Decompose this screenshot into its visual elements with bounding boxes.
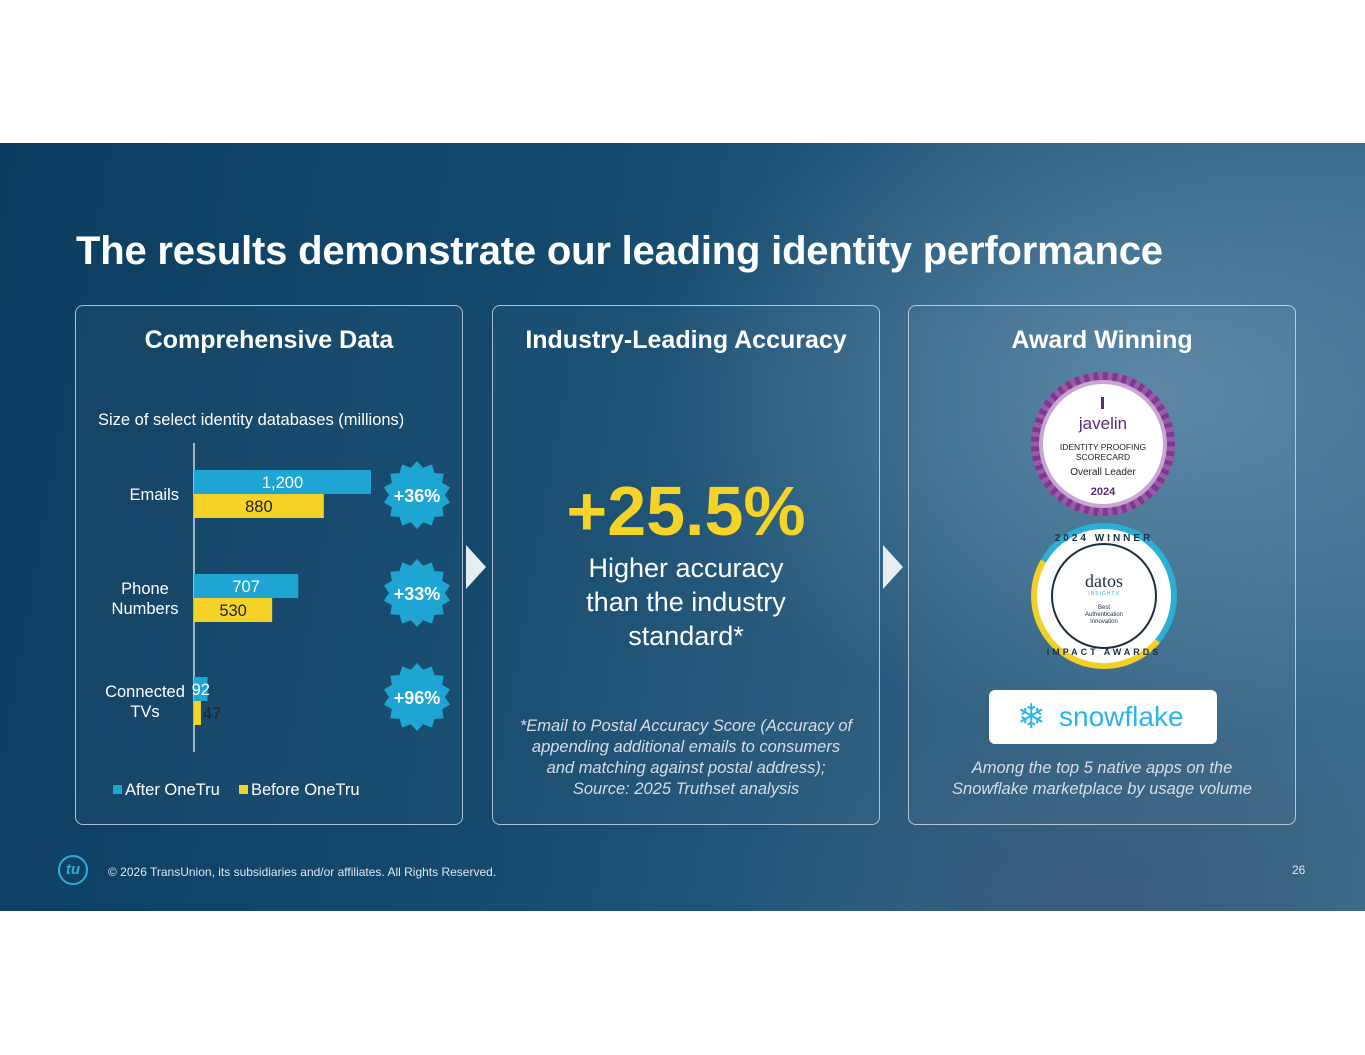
javelin-year: 2024 bbox=[1090, 486, 1116, 498]
datos-caption-line: Innovation bbox=[1090, 619, 1118, 625]
card-title-award: Award Winning bbox=[1011, 326, 1193, 354]
data-label: 707 bbox=[232, 578, 260, 596]
accuracy-footnote: *Email to Postal Accuracy Score (Accurac… bbox=[493, 716, 879, 800]
legend-label: After OneTru bbox=[125, 781, 220, 799]
accuracy-description-line: Higher accuracy bbox=[588, 553, 784, 583]
datos-caption-line: Authentication bbox=[1084, 612, 1124, 618]
category-label: Phone bbox=[121, 580, 169, 598]
award-caption: Among the top 5 native apps on the Snowf… bbox=[909, 758, 1295, 800]
datos-caption-line: Best bbox=[1097, 605, 1110, 611]
card-comprehensive-data: Comprehensive Data Size of select identi… bbox=[75, 305, 463, 825]
card-title-accuracy: Industry-Leading Accuracy bbox=[525, 326, 847, 354]
accuracy-figure: +25.5% bbox=[566, 472, 806, 550]
javelin-mark-icon bbox=[1101, 397, 1109, 409]
growth-badge-icon bbox=[383, 663, 451, 731]
legend-label: Before OneTru bbox=[251, 781, 360, 799]
footnote-line: *Email to Postal Accuracy Score (Accurac… bbox=[519, 717, 853, 735]
datos-top-text: 2024 WINNER bbox=[1054, 533, 1154, 544]
javelin-overall-leader: Overall Leader bbox=[1070, 467, 1136, 478]
growth-annotation: +36% bbox=[394, 486, 441, 506]
arrow-right-icon bbox=[883, 545, 903, 589]
bar-before bbox=[194, 598, 273, 622]
javelin-scorecard-text: IDENTITY PROOFING SCORECARD bbox=[1043, 442, 1163, 462]
datos-caption: Best Authentication Innovation bbox=[1037, 605, 1171, 626]
javelin-badge-icon: javelin IDENTITY PROOFING SCORECARD Over… bbox=[1031, 372, 1175, 516]
card-title-data: Comprehensive Data bbox=[144, 326, 394, 354]
javelin-brand: javelin bbox=[1078, 414, 1128, 433]
data-label: 47 bbox=[203, 705, 221, 723]
growth-badge-icon bbox=[383, 461, 451, 529]
footnote-line: appending additional emails to consumers bbox=[531, 738, 841, 756]
category-label: Connected bbox=[105, 683, 185, 701]
data-label: 880 bbox=[245, 498, 273, 516]
slide: The results demonstrate our leading iden… bbox=[0, 143, 1365, 911]
growth-annotation: +96% bbox=[394, 688, 441, 708]
bar-before bbox=[194, 701, 201, 725]
growth-badge-icon bbox=[383, 559, 451, 627]
arrow-right-icon bbox=[466, 545, 486, 589]
footnote-line: Source: 2025 Truthset analysis bbox=[572, 780, 800, 798]
bar-after bbox=[194, 574, 299, 598]
page-number: 26 bbox=[1292, 863, 1306, 877]
category-label: Numbers bbox=[112, 600, 179, 618]
data-label: 530 bbox=[219, 602, 247, 620]
datos-brand: datos bbox=[1085, 571, 1123, 591]
legend-swatch bbox=[113, 785, 122, 794]
snowflake-logo: ❄ snowflake bbox=[989, 690, 1217, 744]
growth-annotation: +33% bbox=[394, 584, 441, 604]
accuracy-description: Higher accuracy than the industry standa… bbox=[493, 551, 879, 653]
bar-before bbox=[194, 494, 324, 518]
javelin-line: IDENTITY PROOFING bbox=[1059, 442, 1147, 452]
datos-bottom-text: IMPACT AWARDS bbox=[1046, 647, 1162, 657]
accuracy-description-line: than the industry bbox=[586, 587, 786, 617]
bar-after bbox=[194, 677, 208, 701]
card-accuracy: Industry-Leading Accuracy +25.5% Higher … bbox=[492, 305, 880, 825]
data-label: 1,200 bbox=[262, 474, 303, 492]
bar-chart: Emails 1,200 880 +36% Phone Numbers 707 530 +33%… bbox=[105, 443, 451, 799]
datos-sub: INSIGHTS bbox=[1088, 591, 1120, 597]
card-award: Award Winning javelin IDENTITY PROOFING … bbox=[908, 305, 1296, 825]
transunion-logo-icon: tu bbox=[58, 855, 88, 885]
data-label: 92 bbox=[192, 681, 210, 699]
category-label: Emails bbox=[129, 486, 179, 504]
award-caption-line: Among the top 5 native apps on the bbox=[971, 759, 1233, 777]
chart-title: Size of select identity databases (milli… bbox=[98, 411, 405, 429]
accuracy-description-line: standard* bbox=[628, 621, 744, 651]
javelin-line: SCORECARD bbox=[1075, 452, 1131, 462]
award-caption-line: Snowflake marketplace by usage volume bbox=[952, 780, 1252, 798]
category-label: TVs bbox=[130, 703, 159, 721]
snowflake-icon: ❄ bbox=[1017, 698, 1046, 736]
slide-title: The results demonstrate our leading iden… bbox=[76, 229, 1163, 273]
footnote-line: and matching against postal address); bbox=[546, 759, 826, 777]
snowflake-brand: snowflake bbox=[1059, 701, 1184, 732]
datos-badge-icon: 2024 WINNER datos INSIGHTS Best Authenti… bbox=[1031, 523, 1177, 669]
copyright-text: © 2026 TransUnion, its subsidiaries and/… bbox=[108, 865, 497, 879]
bar-after bbox=[194, 470, 371, 494]
legend-swatch bbox=[239, 785, 248, 794]
